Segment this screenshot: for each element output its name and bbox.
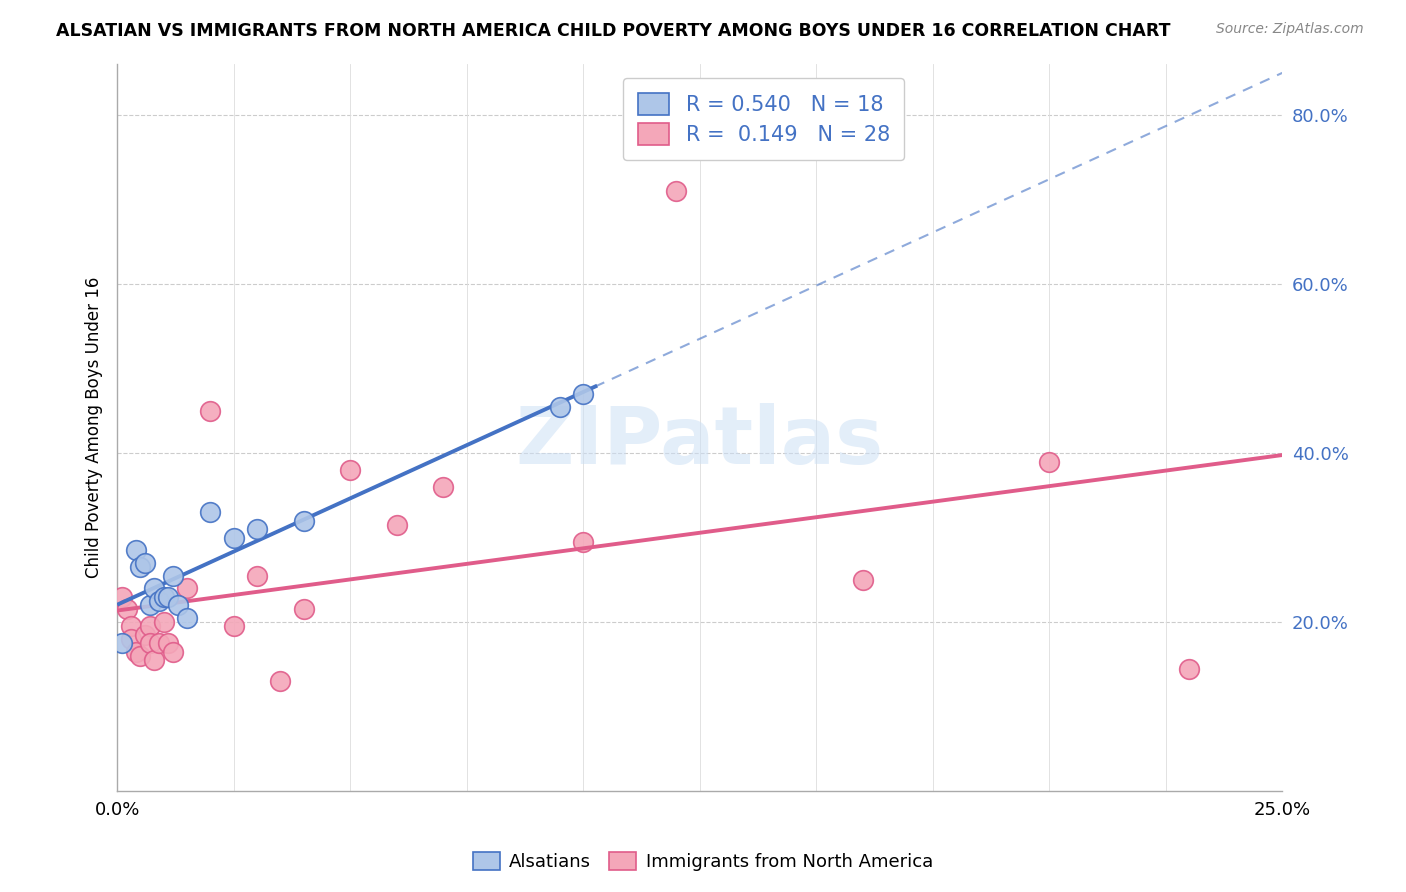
Point [246, 522, 269, 536]
Point [200, 404, 222, 418]
Legend: Alsatians, Immigrants from North America: Alsatians, Immigrants from North America [465, 845, 941, 879]
Point [292, 602, 315, 616]
Point [134, 556, 156, 570]
Point [176, 611, 198, 625]
Point [432, 480, 454, 494]
Point [339, 463, 361, 477]
Point [143, 582, 166, 596]
Point [222, 531, 245, 545]
Point [166, 599, 188, 613]
Y-axis label: Child Poverty Among Boys Under 16: Child Poverty Among Boys Under 16 [86, 277, 103, 578]
Text: ZIPatlas: ZIPatlas [516, 403, 884, 481]
Point [120, 632, 142, 646]
Point [292, 514, 315, 528]
Point [120, 619, 142, 633]
Point [176, 582, 198, 596]
Point [129, 648, 152, 663]
Point [162, 645, 184, 659]
Point [111, 636, 134, 650]
Point [269, 674, 291, 689]
Point [143, 653, 166, 667]
Point [572, 534, 595, 549]
Point [157, 636, 180, 650]
Point [665, 184, 688, 198]
Point [548, 400, 571, 414]
Legend: R = 0.540   N = 18, R =  0.149   N = 28: R = 0.540 N = 18, R = 0.149 N = 28 [623, 78, 904, 160]
Point [115, 602, 138, 616]
Point [125, 543, 148, 558]
Point [139, 599, 162, 613]
Point [111, 590, 134, 604]
Point [139, 636, 162, 650]
Point [129, 560, 152, 574]
Point [385, 517, 408, 532]
Point [200, 505, 222, 519]
Point [148, 636, 170, 650]
Point [162, 568, 184, 582]
Point [1038, 454, 1060, 468]
Text: ALSATIAN VS IMMIGRANTS FROM NORTH AMERICA CHILD POVERTY AMONG BOYS UNDER 16 CORR: ALSATIAN VS IMMIGRANTS FROM NORTH AMERIC… [56, 22, 1171, 40]
Point [152, 590, 174, 604]
Text: Source: ZipAtlas.com: Source: ZipAtlas.com [1216, 22, 1364, 37]
Point [157, 590, 180, 604]
Point [134, 628, 156, 642]
Point [152, 615, 174, 630]
Point [125, 645, 148, 659]
Point [246, 568, 269, 582]
Point [572, 387, 595, 401]
Point [148, 594, 170, 608]
Point [852, 573, 875, 587]
Point [222, 619, 245, 633]
Point [139, 619, 162, 633]
Point [1178, 662, 1201, 676]
